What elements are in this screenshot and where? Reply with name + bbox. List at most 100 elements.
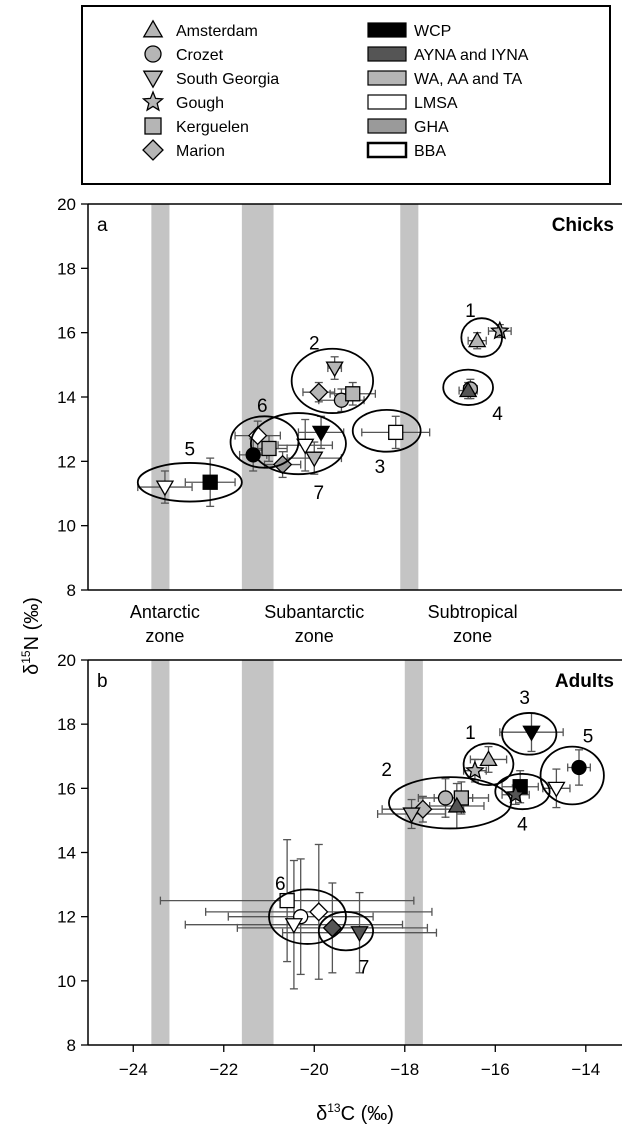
group-ellipse [268, 888, 347, 945]
zone-label: Subtropical [428, 602, 518, 622]
legend-swatch [367, 22, 407, 38]
data-point-circle [437, 790, 454, 806]
data-point-square [261, 440, 277, 457]
data-point-triangle-down [325, 361, 344, 378]
data-point-triangle-down [155, 480, 175, 497]
group-ellipse [494, 772, 551, 811]
y-tick-label: 18 [57, 259, 76, 278]
group-label: 7 [359, 957, 370, 978]
group-ellipse [290, 347, 375, 414]
panel-title: Chicks [552, 215, 614, 236]
data-point-triangle-down [350, 926, 369, 943]
group-ellipse [442, 368, 494, 406]
y-tick-label: 16 [57, 324, 76, 343]
data-point-circle [571, 759, 587, 776]
data-point-triangle-down [522, 725, 541, 742]
legend-species-label: LMSA [414, 95, 458, 112]
y-tick-label: 8 [67, 1036, 76, 1055]
legend-sites: Amsterdam Crozet South Georgia Gough Kerguel… [141, 19, 279, 161]
group-label: 3 [519, 688, 530, 709]
legend-triangle-up-icon [142, 19, 164, 38]
y-tick-label: 14 [57, 388, 76, 407]
oceanic-front-band [241, 660, 274, 1045]
x-tick-label: −16 [481, 1060, 510, 1079]
legend-diamond-icon [142, 139, 164, 161]
y-tick-label: 12 [57, 452, 76, 471]
zone-label: Antarctic [130, 602, 200, 622]
y-tick-label: 14 [57, 844, 76, 863]
legend-site-label: South Georgia [176, 71, 279, 88]
legend-swatch [366, 141, 408, 159]
legend-species-label: WCP [414, 23, 451, 40]
group-label: 2 [309, 333, 320, 354]
data-point-triangle-up [479, 750, 498, 767]
legend-site-label: Gough [176, 95, 224, 112]
group-label: 6 [257, 396, 268, 417]
data-point-diamond [413, 799, 433, 819]
group-label: 5 [185, 439, 196, 460]
legend-circle-icon [144, 45, 162, 63]
y-tick-label: 8 [67, 581, 76, 600]
legend-site-label: Marion [176, 143, 225, 160]
x-tick-label: −20 [300, 1060, 329, 1079]
legend-site-label: Kerguelen [176, 119, 249, 136]
zone-label: zone [295, 626, 334, 646]
y-tick-label: 16 [57, 779, 76, 798]
group-ellipse [462, 742, 515, 787]
zone-labels: Antarctic zone Subantarctic zone Subtropical… [130, 602, 518, 646]
legend-species-label: WA, AA and TA [414, 71, 523, 88]
x-tick-label: −14 [571, 1060, 600, 1079]
legend-species: WCP AYNA and IYNA WA, AA and TA LMSA GHA BBA [366, 22, 529, 160]
zone-label: zone [453, 626, 492, 646]
y-tick-label: 20 [57, 651, 76, 670]
group-label: 3 [375, 457, 386, 478]
data-point-diamond [248, 425, 268, 446]
legend: Amsterdam Crozet South Georgia Gough Kerguel… [81, 5, 611, 185]
group-label: 7 [314, 483, 325, 504]
data-point-star [464, 760, 485, 780]
data-point-triangle-down [296, 438, 315, 455]
data-point-square [202, 474, 218, 490]
legend-triangle-down-icon [142, 70, 164, 89]
group-label: 1 [465, 723, 476, 744]
oceanic-front-band [404, 660, 423, 1045]
data-point-diamond [309, 382, 329, 402]
data-point-triangle-up [447, 796, 466, 813]
data-point-square [345, 386, 361, 402]
legend-square-icon [144, 117, 162, 135]
group-label: 4 [517, 815, 528, 836]
panel-letter: b [97, 671, 108, 692]
legend-swatch [367, 46, 407, 62]
legend-star-icon [141, 90, 165, 112]
data-point-triangle-down [284, 918, 304, 935]
oceanic-front-band [151, 660, 170, 1045]
data-point-triangle-up [468, 331, 487, 348]
y-tick-label: 10 [57, 972, 76, 991]
zone-label: Subantarctic [264, 602, 364, 622]
group-ellipse [229, 415, 300, 469]
x-tick-label: −24 [119, 1060, 148, 1079]
group-ellipse [351, 408, 422, 453]
data-point-star [505, 784, 526, 804]
x-tick-label: −22 [209, 1060, 238, 1079]
zone-label: zone [145, 626, 184, 646]
group-label: 5 [583, 726, 594, 747]
group-ellipse [250, 412, 347, 476]
y-tick-label: 10 [57, 517, 76, 536]
legend-species-label: BBA [414, 143, 446, 160]
x-axis-title: δ13C (‰) [316, 1101, 394, 1125]
legend-site-label: Amsterdam [176, 23, 258, 40]
oceanic-front-band [241, 204, 274, 590]
panel-title: Adults [555, 671, 614, 692]
y-tick-label: 12 [57, 908, 76, 927]
y-tick-label: 18 [57, 715, 76, 734]
legend-swatch [367, 94, 407, 110]
group-label: 4 [492, 404, 503, 425]
group-ellipse [460, 317, 503, 358]
y-tick-label: 20 [57, 195, 76, 214]
data-point-triangle-down [402, 807, 421, 824]
group-ellipse [539, 745, 605, 806]
